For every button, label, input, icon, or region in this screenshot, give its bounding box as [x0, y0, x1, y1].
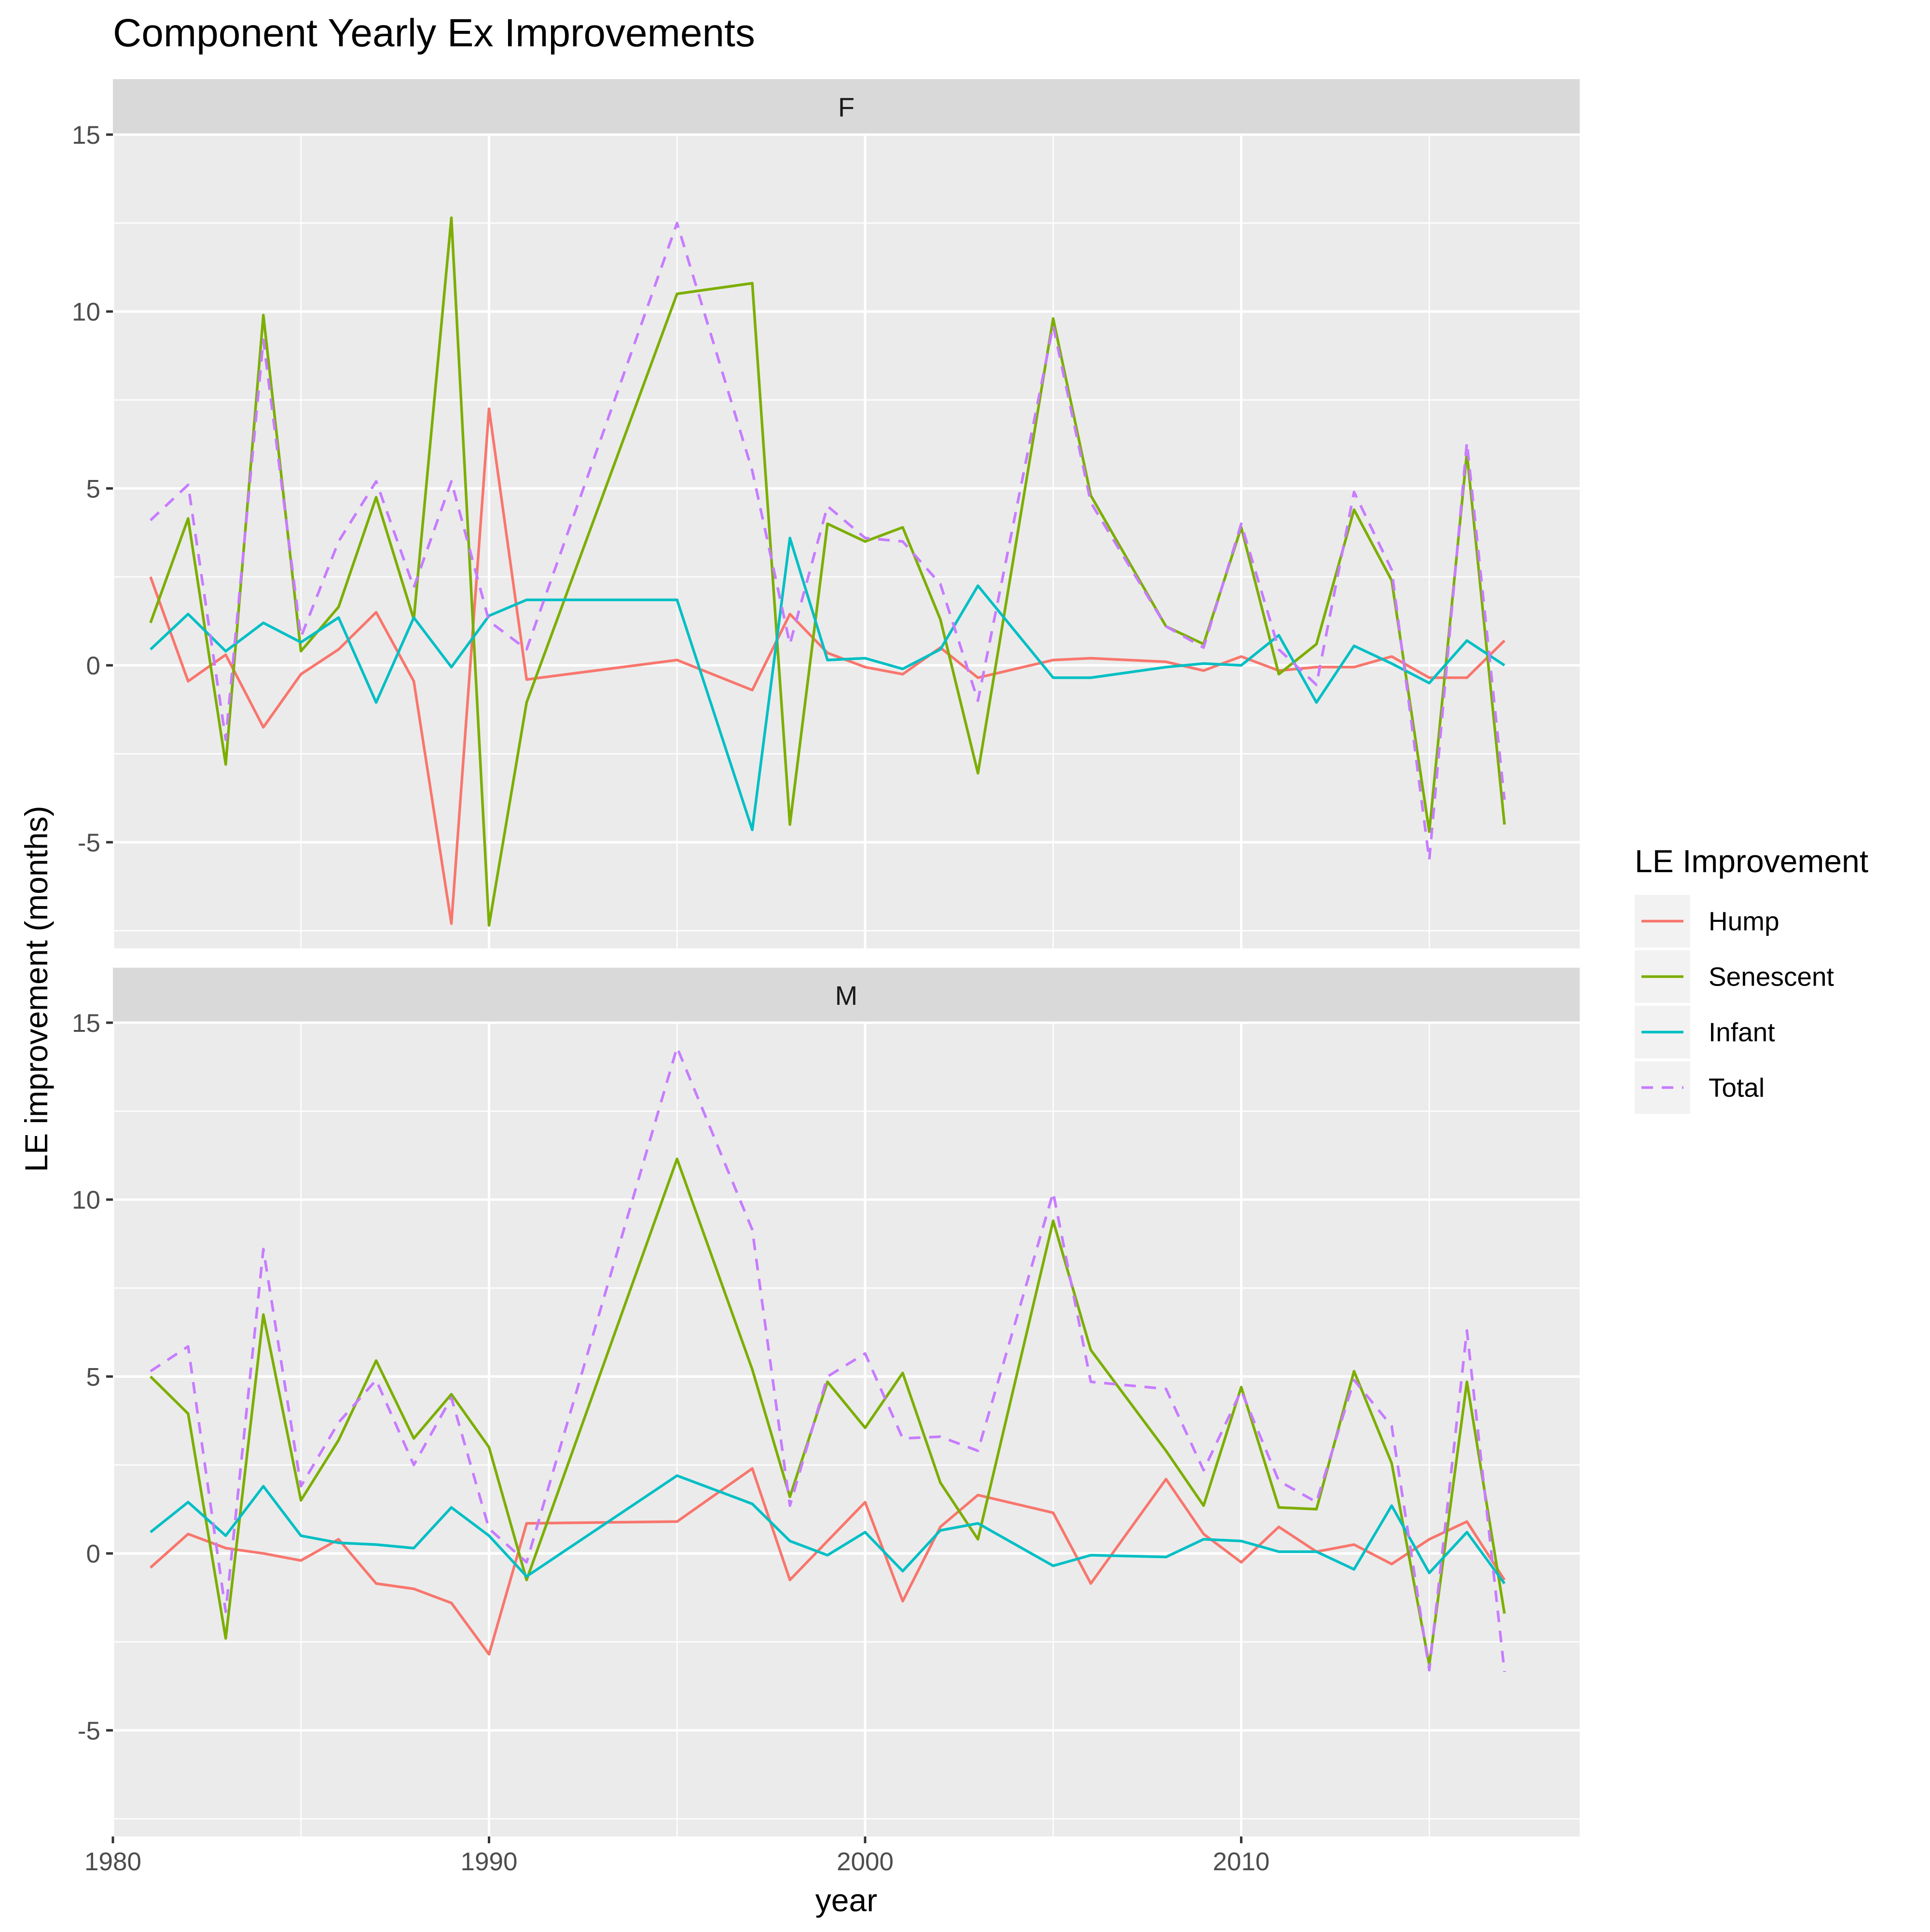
facet-strip-label: F — [838, 92, 855, 123]
facet-strip — [113, 79, 1580, 135]
legend-label: Infant — [1709, 1017, 1775, 1047]
x-tick-label: 1990 — [461, 1848, 518, 1876]
panels-layer: F -5 0 5 10 15 M -5 0 5 10 15 1980 1990 2000 2010 — [72, 79, 1580, 1876]
legend: LE Improvement Hump Senescent Infant Total — [1635, 843, 1868, 1114]
series-line-senescent-f — [149, 216, 1506, 927]
panel-background — [113, 135, 1580, 948]
x-tick-label: 1980 — [84, 1848, 141, 1876]
series-line-infant-m — [150, 1474, 1506, 1585]
series-line-total-f — [150, 221, 1506, 862]
x-tick-label: 2000 — [837, 1848, 894, 1876]
y-tick-label: 15 — [72, 1009, 100, 1038]
facet-strip-label: M — [835, 980, 858, 1011]
series-line-senescent-m — [149, 1157, 1506, 1667]
panel-background — [113, 1023, 1580, 1836]
y-tick-label: 5 — [86, 475, 100, 503]
legend-label: Hump — [1709, 906, 1779, 936]
y-tick-label: 5 — [86, 1363, 100, 1391]
series-line-infant-f — [150, 536, 1505, 832]
panel-f: F -5 0 5 10 15 — [72, 79, 1580, 948]
legend-label: Total — [1709, 1073, 1765, 1103]
series-line-total-m — [150, 1046, 1506, 1672]
y-tick-label: -5 — [78, 829, 100, 857]
legend-entry-senescent: Senescent — [1635, 950, 1834, 1003]
legend-label: Senescent — [1709, 962, 1834, 992]
legend-entry-infant: Infant — [1635, 1006, 1775, 1058]
legend-entry-hump: Hump — [1635, 895, 1779, 947]
y-axis-label: LE improvement (months) — [18, 806, 54, 1172]
y-tick-label: 0 — [86, 1540, 100, 1568]
y-tick-label: 15 — [72, 121, 100, 150]
y-tick-label: 10 — [72, 298, 100, 327]
y-tick-label: 0 — [86, 652, 100, 680]
legend-title: LE Improvement — [1635, 843, 1868, 879]
y-tick-label: -5 — [78, 1717, 100, 1745]
x-axis-label: year — [815, 1882, 877, 1918]
legend-entry-total: Total — [1635, 1061, 1765, 1114]
panel-m: M -5 0 5 10 15 1980 1990 2000 2010 — [72, 968, 1580, 1876]
y-tick-label: 10 — [72, 1186, 100, 1215]
series-line-hump-f — [149, 407, 1506, 925]
chart-title: Component Yearly Ex Improvements — [113, 11, 755, 55]
facet-strip — [113, 968, 1580, 1023]
x-tick-label: 2010 — [1213, 1848, 1270, 1876]
